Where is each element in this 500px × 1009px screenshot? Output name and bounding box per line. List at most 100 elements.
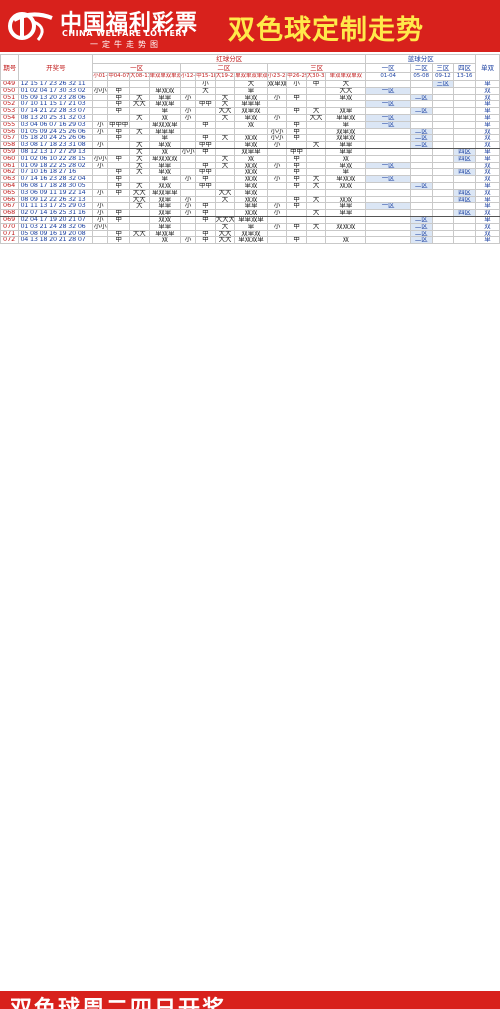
blue-zone-cell bbox=[409, 113, 433, 122]
table-row: 049 12 15 17 23 26 32 11 小大双单双小中大三区单 bbox=[0, 80, 500, 88]
zone-cell: 大大大 bbox=[214, 215, 236, 224]
odd-even-cell: 双 bbox=[474, 141, 500, 149]
numbers-cell: 08 13 20 25 31 32 03 bbox=[18, 113, 94, 122]
table-row: 063 07 14 16 23 28 32 04 中单小中双双小中大单双双 一区双 bbox=[0, 175, 500, 183]
zone-cell: 小 bbox=[266, 161, 288, 170]
zone-cell bbox=[325, 188, 367, 197]
zone-cell bbox=[325, 215, 367, 224]
zone-cell: 中 bbox=[107, 86, 131, 95]
zone-cell: 小 bbox=[180, 209, 197, 217]
zone-cell: 中 bbox=[286, 161, 307, 170]
blue-zone-cell bbox=[453, 80, 476, 88]
sub-header: 小12-14 bbox=[180, 72, 197, 81]
blue-zone-cell bbox=[409, 188, 433, 197]
numbers-cell: 07 14 21 22 28 33 07 bbox=[18, 107, 94, 115]
zone-cell: 大 bbox=[305, 141, 327, 149]
zone-cell: 中 bbox=[286, 236, 307, 245]
zone-cell: 中 bbox=[286, 202, 307, 211]
blue-zone-cell bbox=[431, 86, 455, 95]
odd-even-cell: 单 bbox=[474, 215, 500, 224]
zone-cell: 大 bbox=[305, 209, 327, 217]
numbers-cell: 08 12 13 17 27 29 13 bbox=[18, 147, 94, 156]
zone-cell: 单单双 bbox=[325, 113, 367, 122]
numbers-cell: 05 18 20 24 25 26 06 bbox=[18, 134, 94, 143]
blue-zone-cell bbox=[365, 236, 411, 245]
table-row: 054 08 13 20 25 31 32 03 大双小大单双小大大 单单双 一区单 bbox=[0, 113, 500, 122]
zone-cell bbox=[214, 120, 236, 129]
odd-even-cell: 双 bbox=[474, 222, 500, 231]
blue-zone-cell bbox=[453, 161, 476, 170]
table-row: 053 07 14 21 22 28 33 07 中单小大大 双单双中大双单 二区单 bbox=[0, 107, 500, 115]
zone-cell: 单双 bbox=[148, 168, 182, 177]
zone-cell bbox=[129, 175, 150, 183]
blue-zone-cell bbox=[431, 100, 455, 109]
zone-cell: 中中 bbox=[195, 100, 216, 109]
zone-cell: 小小 bbox=[92, 154, 109, 163]
blue-zone-cell bbox=[453, 181, 476, 190]
zone-cell bbox=[214, 86, 236, 95]
blue-zone-cell bbox=[365, 181, 411, 190]
zone-cell: 大大 bbox=[214, 107, 236, 115]
zone-cell: 双 bbox=[234, 154, 268, 163]
blue-zone-cell bbox=[431, 120, 455, 129]
blue-zone-cell bbox=[431, 188, 455, 197]
trend-table-board[interactable]: 期号 开奖号 红球分区 蓝球分区 单双 一区 二区 三区 一区 二区 三区 四区… bbox=[0, 54, 500, 991]
sub-header: 中26-29 bbox=[286, 72, 307, 81]
zone-cell: 中 bbox=[286, 154, 307, 163]
zone-cell: 中 bbox=[195, 236, 216, 245]
zone-cell: 大 bbox=[129, 168, 150, 177]
odd-even-header: 单双 bbox=[474, 54, 500, 81]
sub-header: 09-12 bbox=[431, 72, 455, 81]
blue-zone-cell bbox=[431, 93, 455, 102]
zone-cell: 中中 bbox=[286, 147, 307, 156]
zone-cell: 大 bbox=[214, 195, 236, 204]
zone-cell bbox=[180, 86, 197, 95]
table-row: 057 05 18 20 24 25 26 06 中单中大双双 小小中双单双 二区双 bbox=[0, 134, 500, 143]
zone-cell: 单双双 bbox=[325, 175, 367, 183]
zone-cell: 大 bbox=[305, 181, 327, 190]
red-zone-3: 三区 bbox=[266, 63, 367, 73]
zone-cell: 单双 bbox=[234, 113, 268, 122]
blue-zone-cell bbox=[365, 134, 411, 143]
blue-zone-cell bbox=[453, 127, 476, 136]
zone-cell: 小 bbox=[266, 93, 288, 102]
zone-cell: 大 bbox=[325, 80, 367, 88]
zone-cell: 单单 bbox=[148, 222, 182, 231]
zone-cell: 中中 bbox=[195, 141, 216, 149]
zone-cell bbox=[266, 154, 288, 163]
zone-cell: 大 bbox=[129, 127, 150, 136]
zone-cell bbox=[195, 113, 216, 122]
zone-cell: 中 bbox=[107, 188, 131, 197]
zone-cell bbox=[286, 100, 307, 109]
blue-zone-cell bbox=[431, 222, 455, 231]
zone-cell: 双 bbox=[234, 120, 268, 129]
zone-cell: 大 bbox=[129, 202, 150, 211]
zone-cell: 中 bbox=[286, 222, 307, 231]
red-zone-1: 一区 bbox=[92, 63, 182, 73]
zone-cell: 中 bbox=[195, 161, 216, 170]
zone-cell: 中 bbox=[195, 215, 216, 224]
blue-zone-cell: 三区 bbox=[431, 80, 455, 88]
issue-cell: 055 bbox=[0, 120, 20, 129]
blue-zone-cell bbox=[453, 93, 476, 102]
table-row: 072 04 13 18 20 21 28 07 中双小中大大 单双双单中双二区单 bbox=[0, 236, 500, 245]
zone-cell: 小 bbox=[180, 113, 197, 122]
zone-cell bbox=[266, 120, 288, 129]
zone-cell: 双单双 bbox=[325, 127, 367, 136]
zone-cell bbox=[305, 202, 327, 211]
zone-cell bbox=[195, 188, 216, 197]
zone-cell: 大 bbox=[129, 141, 150, 149]
zone-cell: 单 bbox=[234, 86, 268, 95]
blue-zone-cell bbox=[431, 134, 455, 143]
blue-zone-cell: 一区 bbox=[365, 86, 411, 95]
zone-cell: 单单 bbox=[325, 202, 367, 211]
zone-cell: 中 bbox=[286, 107, 307, 115]
zone-cell: 双双双 bbox=[325, 222, 367, 231]
zone-cell bbox=[180, 120, 197, 129]
issue-cell: 062 bbox=[0, 168, 20, 177]
blue-zone-cell bbox=[431, 202, 455, 211]
blue-zone-cell bbox=[409, 195, 433, 204]
zone-cell bbox=[180, 80, 197, 88]
zone-cell: 单单单 bbox=[148, 127, 182, 136]
sub-header: 大08-11 bbox=[129, 72, 150, 81]
